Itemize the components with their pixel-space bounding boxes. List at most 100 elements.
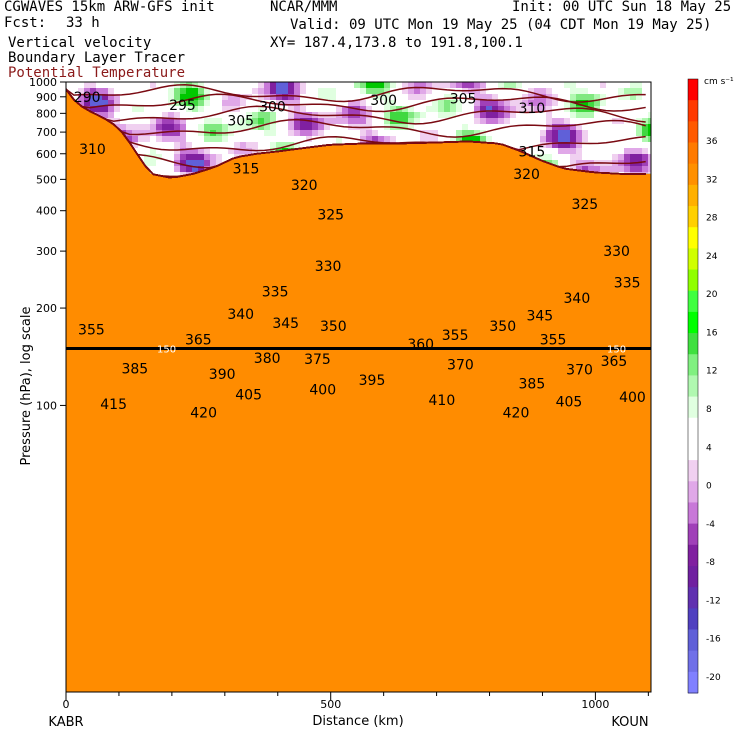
w-cell — [570, 142, 576, 148]
w-cell — [330, 94, 336, 100]
w-cell — [372, 136, 378, 142]
w-cell — [444, 82, 450, 88]
w-cell — [264, 124, 270, 130]
w-cell — [294, 106, 300, 112]
w-cell — [204, 154, 210, 160]
w-cell — [150, 160, 156, 166]
w-cell — [630, 94, 636, 100]
w-cell — [630, 154, 636, 160]
w-cell — [636, 82, 642, 88]
w-cell — [450, 94, 456, 100]
w-cell — [162, 112, 168, 118]
w-cell — [282, 82, 288, 88]
w-cell — [444, 94, 450, 100]
w-cell — [162, 130, 168, 136]
w-cell — [408, 106, 414, 112]
w-cell — [96, 94, 102, 100]
w-cell — [180, 118, 186, 124]
w-cell — [174, 94, 180, 100]
w-cell — [468, 130, 474, 136]
w-cell — [414, 88, 420, 94]
w-cell — [366, 112, 372, 118]
w-cell — [570, 88, 576, 94]
w-cell — [96, 88, 102, 94]
w-cell — [258, 106, 264, 112]
w-cell — [360, 88, 366, 94]
w-cell — [252, 112, 258, 118]
w-cell — [270, 112, 276, 118]
w-cell — [444, 112, 450, 118]
w-cell — [558, 124, 564, 130]
w-cell — [624, 148, 630, 154]
w-cell — [492, 94, 498, 100]
w-cell — [528, 100, 534, 106]
w-cell — [240, 118, 246, 124]
w-cell — [186, 94, 192, 100]
w-cell — [348, 106, 354, 112]
w-cell — [354, 118, 360, 124]
w-cell — [558, 136, 564, 142]
fcst-value: 33 h — [66, 15, 100, 31]
w-cell — [282, 142, 288, 148]
field-vertical-velocity: Vertical velocity — [8, 35, 152, 51]
w-cell — [168, 118, 174, 124]
w-cell — [372, 88, 378, 94]
w-cell — [546, 100, 552, 106]
w-cell — [312, 124, 318, 130]
w-cell — [336, 136, 342, 142]
w-cell — [534, 106, 540, 112]
w-cell — [174, 88, 180, 94]
w-cell — [288, 82, 294, 88]
w-cell — [516, 106, 522, 112]
w-cell — [168, 136, 174, 142]
w-cell — [648, 160, 651, 166]
w-cell — [426, 106, 432, 112]
w-cell — [468, 136, 474, 142]
w-cell — [384, 100, 390, 106]
w-cell — [570, 82, 576, 88]
w-cell — [198, 100, 204, 106]
w-cell — [198, 160, 204, 166]
w-cell — [198, 148, 204, 154]
w-cell — [204, 148, 210, 154]
w-cell — [504, 118, 510, 124]
w-cell — [366, 88, 372, 94]
w-cell — [486, 136, 492, 142]
w-cell — [294, 142, 300, 148]
w-cell — [600, 82, 606, 88]
field-boundary-layer-tracer: Boundary Layer Tracer — [8, 50, 186, 66]
w-cell — [174, 154, 180, 160]
w-cell — [300, 112, 306, 118]
w-cell — [600, 100, 606, 106]
w-cell — [408, 112, 414, 118]
w-cell — [402, 88, 408, 94]
w-cell — [180, 124, 186, 130]
w-cell — [324, 124, 330, 130]
w-cell — [570, 130, 576, 136]
w-cell — [210, 154, 216, 160]
w-cell — [582, 88, 588, 94]
w-cell — [384, 136, 390, 142]
w-cell — [558, 142, 564, 148]
w-cell — [462, 136, 468, 142]
w-cell — [564, 82, 570, 88]
w-cell — [564, 118, 570, 124]
w-cell — [264, 82, 270, 88]
w-cell — [456, 106, 462, 112]
w-cell — [366, 82, 372, 88]
w-cell — [294, 124, 300, 130]
w-cell — [402, 106, 408, 112]
w-cell — [222, 124, 228, 130]
valid-time: Valid: 09 UTC Mon 19 May 25 (04 CDT Mon … — [290, 17, 712, 33]
w-cell — [252, 118, 258, 124]
w-cell — [480, 106, 486, 112]
w-cell — [462, 130, 468, 136]
w-cell — [486, 118, 492, 124]
w-cell — [624, 154, 630, 160]
w-cell — [168, 88, 174, 94]
model-title: CGWAVES 15km ARW-GFS init — [4, 0, 215, 15]
w-cell — [252, 142, 258, 148]
w-cell — [336, 106, 342, 112]
w-cell — [582, 112, 588, 118]
w-cell — [186, 148, 192, 154]
